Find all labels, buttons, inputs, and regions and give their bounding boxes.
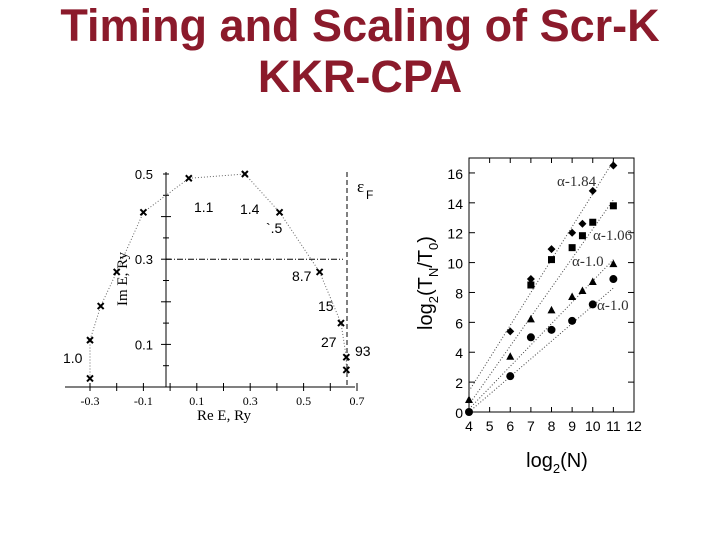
y-axis-label: Im E, Ry [115, 252, 131, 306]
y-tick-label: 0.1 [135, 337, 153, 352]
contour-point [241, 170, 249, 178]
data-point-triangle [578, 286, 587, 294]
x-tick-label: 11 [606, 418, 621, 434]
data-point-circle [568, 316, 577, 325]
data-point-circle [588, 300, 597, 309]
contour-point [315, 268, 324, 276]
data-point-square [589, 218, 597, 226]
point-annotation: 8.7 [292, 268, 312, 284]
y-tick-label: 16 [447, 166, 463, 182]
data-point-diamond [506, 327, 515, 336]
x-tick-label: 4 [465, 418, 473, 434]
data-point-square [568, 244, 576, 252]
data-point-circle [526, 333, 535, 342]
point-annotation: 1.1 [194, 199, 214, 215]
data-point-circle [547, 325, 556, 334]
data-point-triangle [609, 259, 618, 268]
y-tick-label: 0.3 [135, 252, 153, 267]
title-line-2: KKR-CPA [257, 51, 463, 102]
contour-point [342, 366, 351, 374]
x-tick-label: 0.5 [296, 394, 311, 408]
x-tick-label: -0.3 [81, 394, 100, 408]
y-tick-label: 6 [455, 315, 463, 331]
data-point-diamond [526, 275, 535, 284]
y-tick-label: 0.5 [135, 167, 153, 182]
data-point-triangle [568, 292, 577, 300]
data-point-circle [465, 408, 473, 416]
contour-point [86, 336, 94, 344]
data-point-diamond [547, 245, 556, 254]
x-tick-label: 5 [486, 418, 494, 434]
data-point-diamond [568, 228, 577, 237]
y-tick-label: 0 [455, 405, 463, 421]
data-point-triangle [547, 305, 556, 314]
data-point-triangle [588, 277, 597, 286]
contour-point [337, 319, 345, 327]
y-tick-label: 2 [455, 375, 463, 391]
point-annotation: 1.0 [63, 350, 83, 366]
data-point-square [548, 256, 555, 264]
point-annotation: 27 [321, 334, 337, 350]
plot-frame [468, 157, 635, 413]
x-tick-label: 0.1 [189, 394, 204, 408]
data-point-triangle [506, 352, 515, 360]
x-axis-label: Re E, Ry [197, 408, 251, 424]
x-tick-label: 12 [626, 418, 642, 434]
contour-point [86, 374, 94, 383]
data-point-circle [506, 372, 515, 381]
fermi-subscript: F [366, 188, 373, 202]
data-point-diamond [588, 186, 597, 195]
data-point-diamond [609, 161, 618, 170]
data-point-triangle [526, 314, 535, 323]
fit-line [468, 160, 614, 392]
data-point-square [527, 281, 535, 289]
contour-point [275, 208, 284, 217]
series-label: α-1.0 [572, 254, 604, 270]
series-label: α-1.84 [557, 174, 597, 190]
contour-point [96, 302, 105, 310]
x-axis-label: log2(N) [526, 450, 588, 476]
x-tick-label: 7 [527, 418, 535, 434]
point-annotation: 15 [318, 298, 334, 314]
data-point-square [578, 232, 586, 240]
contour-point [342, 353, 351, 361]
contour-path [89, 173, 347, 379]
data-point-circle [609, 275, 618, 284]
y-axis-label: log2(TN/T0) [415, 236, 441, 330]
data-point-square [609, 202, 617, 210]
y-tick-label: 14 [447, 196, 463, 212]
contour-point [139, 208, 148, 217]
contour-point [112, 268, 121, 276]
fermi-label: ε [357, 177, 364, 196]
x-tick-label: 10 [585, 418, 601, 434]
series-label: α-1.06 [593, 228, 633, 244]
x-tick-label: 8 [548, 418, 556, 434]
x-tick-label: 0.7 [350, 394, 365, 408]
y-tick-label: 8 [455, 285, 463, 301]
title-line-1: Timing and Scaling of Scr-K [60, 0, 660, 51]
contour-point [185, 174, 193, 182]
y-tick-label: 4 [455, 345, 463, 361]
data-point-triangle [465, 395, 473, 404]
series-label: α-1.0 [597, 298, 629, 314]
x-tick-label: 9 [568, 418, 576, 434]
data-point-diamond [578, 219, 587, 228]
x-tick-label: 6 [506, 418, 514, 434]
y-tick-label: 10 [447, 256, 463, 272]
x-tick-label: -0.1 [134, 394, 153, 408]
point-annotation: 93 [355, 343, 371, 359]
y-tick-label: 12 [447, 226, 463, 242]
x-tick-label: 0.3 [243, 394, 258, 408]
point-annotation: `.5 [266, 220, 283, 236]
point-annotation: 1.4 [240, 201, 260, 217]
